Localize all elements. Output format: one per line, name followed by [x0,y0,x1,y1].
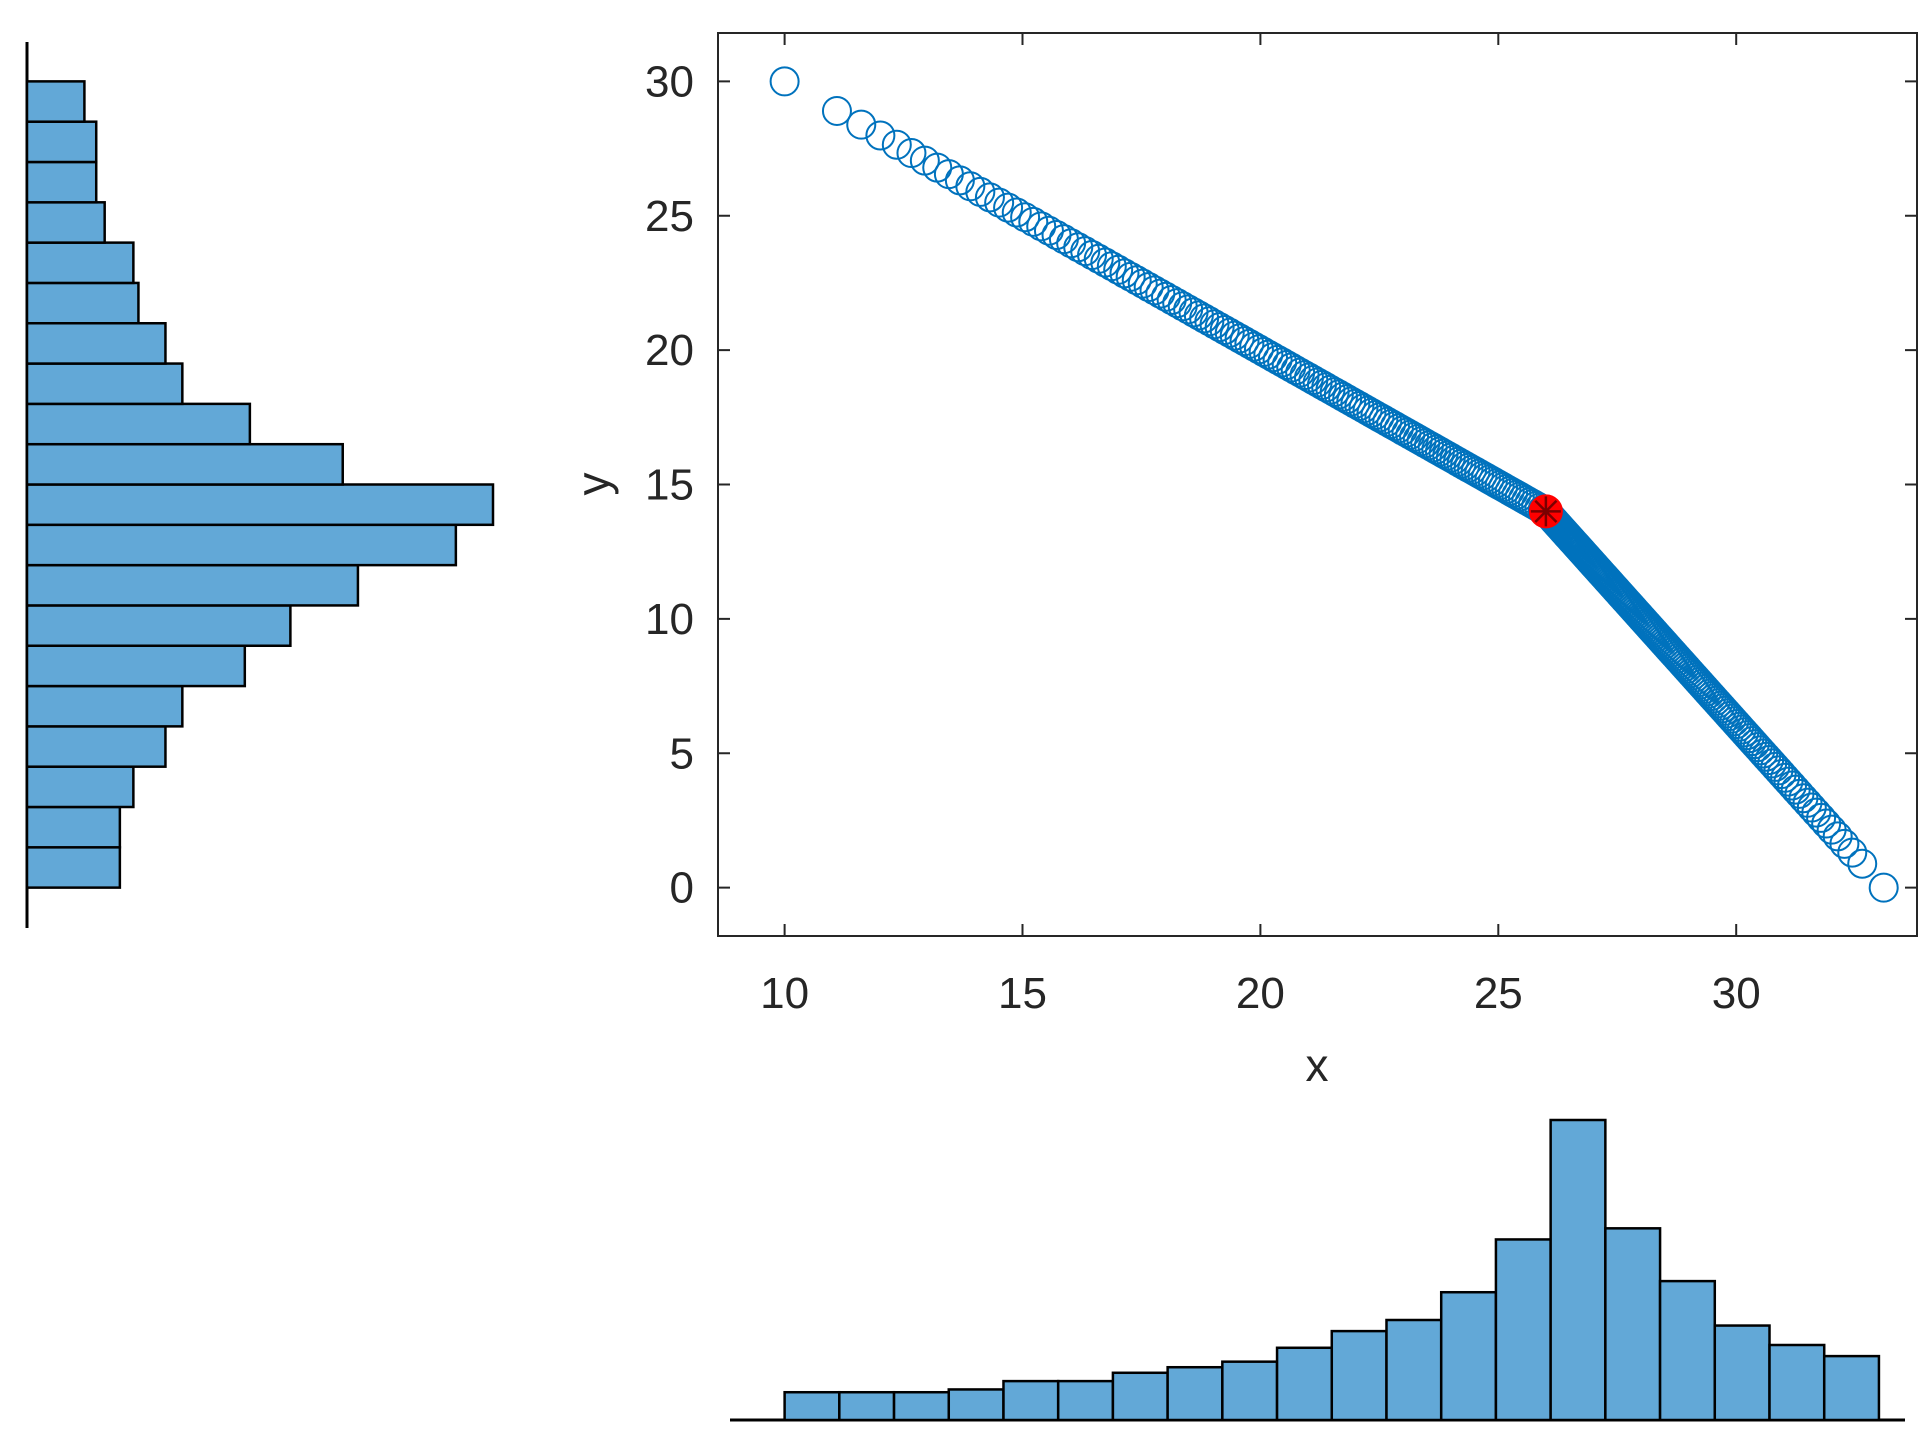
scatter-point [1262,344,1293,375]
scatter-point [1001,197,1032,228]
y-histogram-bars [25,80,495,889]
scatter-tick-labels: 10 15 20 25 30 0 5 10 15 20 25 30 [645,57,1761,1018]
x-histogram-bar [1166,1365,1224,1422]
x-histogram-bar [838,1390,896,1422]
scatter-point [1234,328,1265,359]
y-histogram-bar [25,483,495,527]
y-histogram-bar [25,563,360,607]
scatter-point [1253,339,1284,370]
scatter-point [1243,334,1274,365]
scatter-point [881,129,912,160]
scatter-point [769,66,800,97]
scatter-point [1018,206,1049,237]
x-marginal-histogram [730,1118,1905,1422]
scatter-point [1868,872,1899,903]
scatter-point [1777,770,1808,801]
y-histogram-bar [25,523,458,567]
y-tick-label: 20 [645,326,694,375]
x-tick-label: 30 [1712,969,1761,1018]
scatter-point [1829,828,1860,859]
scatter-point [1224,323,1255,354]
scatter-point [1837,837,1868,868]
y-histogram-bar [25,241,135,285]
x-tick-label: 20 [1236,969,1285,1018]
x-tick-label: 25 [1474,969,1523,1018]
x-histogram-bar [947,1388,1005,1422]
x-histogram-bar [1494,1238,1552,1422]
y-tick-label: 0 [670,864,694,913]
scatter-point [1248,336,1279,367]
x-histogram-bar [1604,1227,1662,1422]
scatter-point [1219,320,1250,351]
y-histogram-bar [25,846,122,889]
scatter-point [984,187,1015,218]
x-histogram-bar [1768,1343,1826,1422]
x-axis-label: x [1306,1039,1329,1091]
scatter-point [1847,848,1878,879]
y-marginal-histogram [25,42,495,928]
scatter-point [965,176,996,207]
x-histogram-bar [783,1390,841,1422]
scatter-point [1773,766,1804,797]
x-histogram-bar [1221,1360,1279,1422]
x-histogram-bar [1056,1379,1115,1422]
scatter-point [1026,211,1057,242]
y-histogram-bar [25,765,135,809]
y-histogram-bar [25,402,252,446]
scatter-point [846,109,877,140]
scatter-point [1239,331,1270,362]
y-tick-label: 5 [670,729,694,778]
x-tick-label: 10 [760,969,809,1018]
y-tick-label: 25 [645,192,694,241]
scatter-ticks [718,33,1917,936]
x-histogram-bars [783,1118,1881,1422]
highlight-asterisk-stroke [1534,499,1558,523]
y-histogram-bar [25,160,98,204]
scatter-plot-box [717,32,1918,937]
x-tick-label: 15 [998,969,1047,1018]
y-histogram-bar [25,120,98,164]
y-histogram-bar [25,322,167,365]
y-histogram-bar [25,805,122,849]
scatter-point [821,95,852,126]
scatter-point [1257,342,1288,373]
x-histogram-bar [1713,1324,1771,1422]
y-histogram-bar [25,604,292,647]
y-tick-label: 30 [645,57,694,106]
scatter-markers [769,66,1899,903]
y-histogram-bar [25,80,86,123]
x-histogram-bar [1385,1318,1443,1422]
y-histogram-bar [25,725,167,768]
y-histogram-bar [25,362,184,406]
scatter-point [993,192,1024,223]
scatter-point [865,120,896,151]
x-histogram-bar [1549,1118,1607,1422]
highlight-point-group [1528,494,1563,529]
scatter-point [1010,202,1041,233]
x-histogram-bar [892,1390,951,1422]
x-histogram-bar [1439,1290,1498,1422]
y-tick-label: 10 [645,595,694,644]
y-histogram-bar [25,442,344,486]
x-histogram-bar [1111,1371,1169,1422]
scatter-point [974,182,1005,213]
scatter-point [1801,797,1832,828]
x-histogram-bar [1822,1354,1881,1422]
y-histogram-bar [25,684,184,728]
x-histogram-bar [1002,1379,1060,1422]
x-histogram-bar [1330,1329,1388,1422]
y-histogram-bar [25,281,140,325]
scatter-point [1214,317,1245,348]
x-histogram-bar [1658,1279,1717,1422]
scatter-axes: 10 15 20 25 30 0 5 10 15 20 25 30 x y [567,32,1918,1091]
y-axis-label: y [567,473,619,496]
scatter-point [1229,326,1260,357]
y-histogram-bar [25,644,247,688]
y-histogram-bar [25,201,106,244]
x-histogram-bar [1275,1346,1334,1422]
y-tick-label: 15 [645,461,694,510]
scatter-point [1806,802,1837,833]
